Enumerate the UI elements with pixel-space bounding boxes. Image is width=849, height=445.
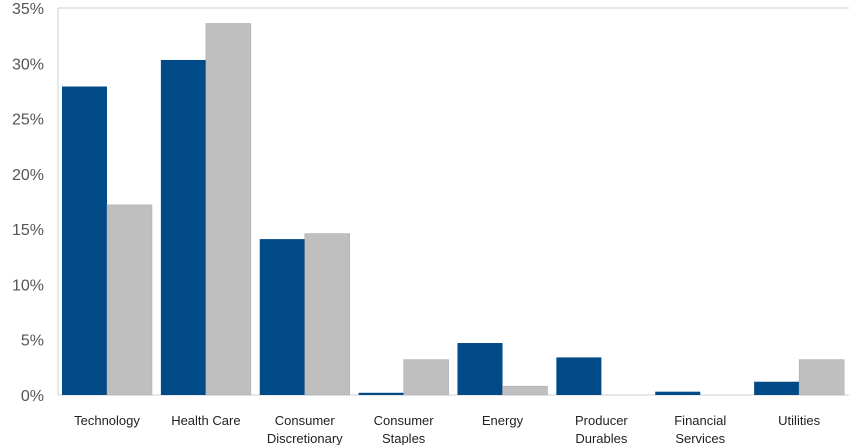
x-tick-label: Consumer: [374, 413, 435, 428]
y-tick-label: 25%: [12, 112, 44, 129]
bar-series1-2: [259, 239, 305, 395]
bar-series2-1: [205, 23, 252, 396]
bar-series1-4: [457, 343, 503, 395]
y-tick-label: 20%: [12, 167, 44, 184]
y-tick-label: 10%: [12, 277, 44, 294]
x-tick-label: Discretionary: [267, 431, 343, 445]
bar-series1-3: [358, 392, 404, 395]
x-tick-label: Health Care: [171, 413, 240, 428]
bar-series2-7: [798, 359, 845, 396]
bar-series2-3: [403, 359, 449, 396]
bar-series1-7: [754, 381, 800, 395]
x-tick-label: Technology: [74, 413, 140, 428]
bar-series2-2: [304, 233, 350, 396]
x-tick-label: Services: [675, 431, 725, 445]
x-tick-label: Durables: [575, 431, 628, 445]
x-tick-label: Financial: [674, 413, 726, 428]
y-tick-label: 5%: [21, 333, 44, 350]
x-tick-label: Consumer: [275, 413, 336, 428]
y-tick-label: 0%: [21, 388, 44, 405]
x-tick-label: Energy: [482, 413, 524, 428]
bar-series1-0: [62, 86, 107, 396]
x-tick-label: Producer: [575, 413, 628, 428]
y-tick-label: 30%: [12, 56, 44, 73]
bar-series1-5: [556, 357, 602, 395]
bar-series2-0: [106, 204, 153, 396]
y-tick-label: 35%: [12, 1, 44, 18]
bar-series1-6: [655, 391, 701, 395]
bar-series2-4: [502, 385, 548, 396]
y-tick-label: 15%: [12, 222, 44, 239]
x-tick-label: Staples: [382, 431, 426, 445]
x-tick-label: Utilities: [778, 413, 820, 428]
bar-series1-1: [160, 59, 206, 396]
